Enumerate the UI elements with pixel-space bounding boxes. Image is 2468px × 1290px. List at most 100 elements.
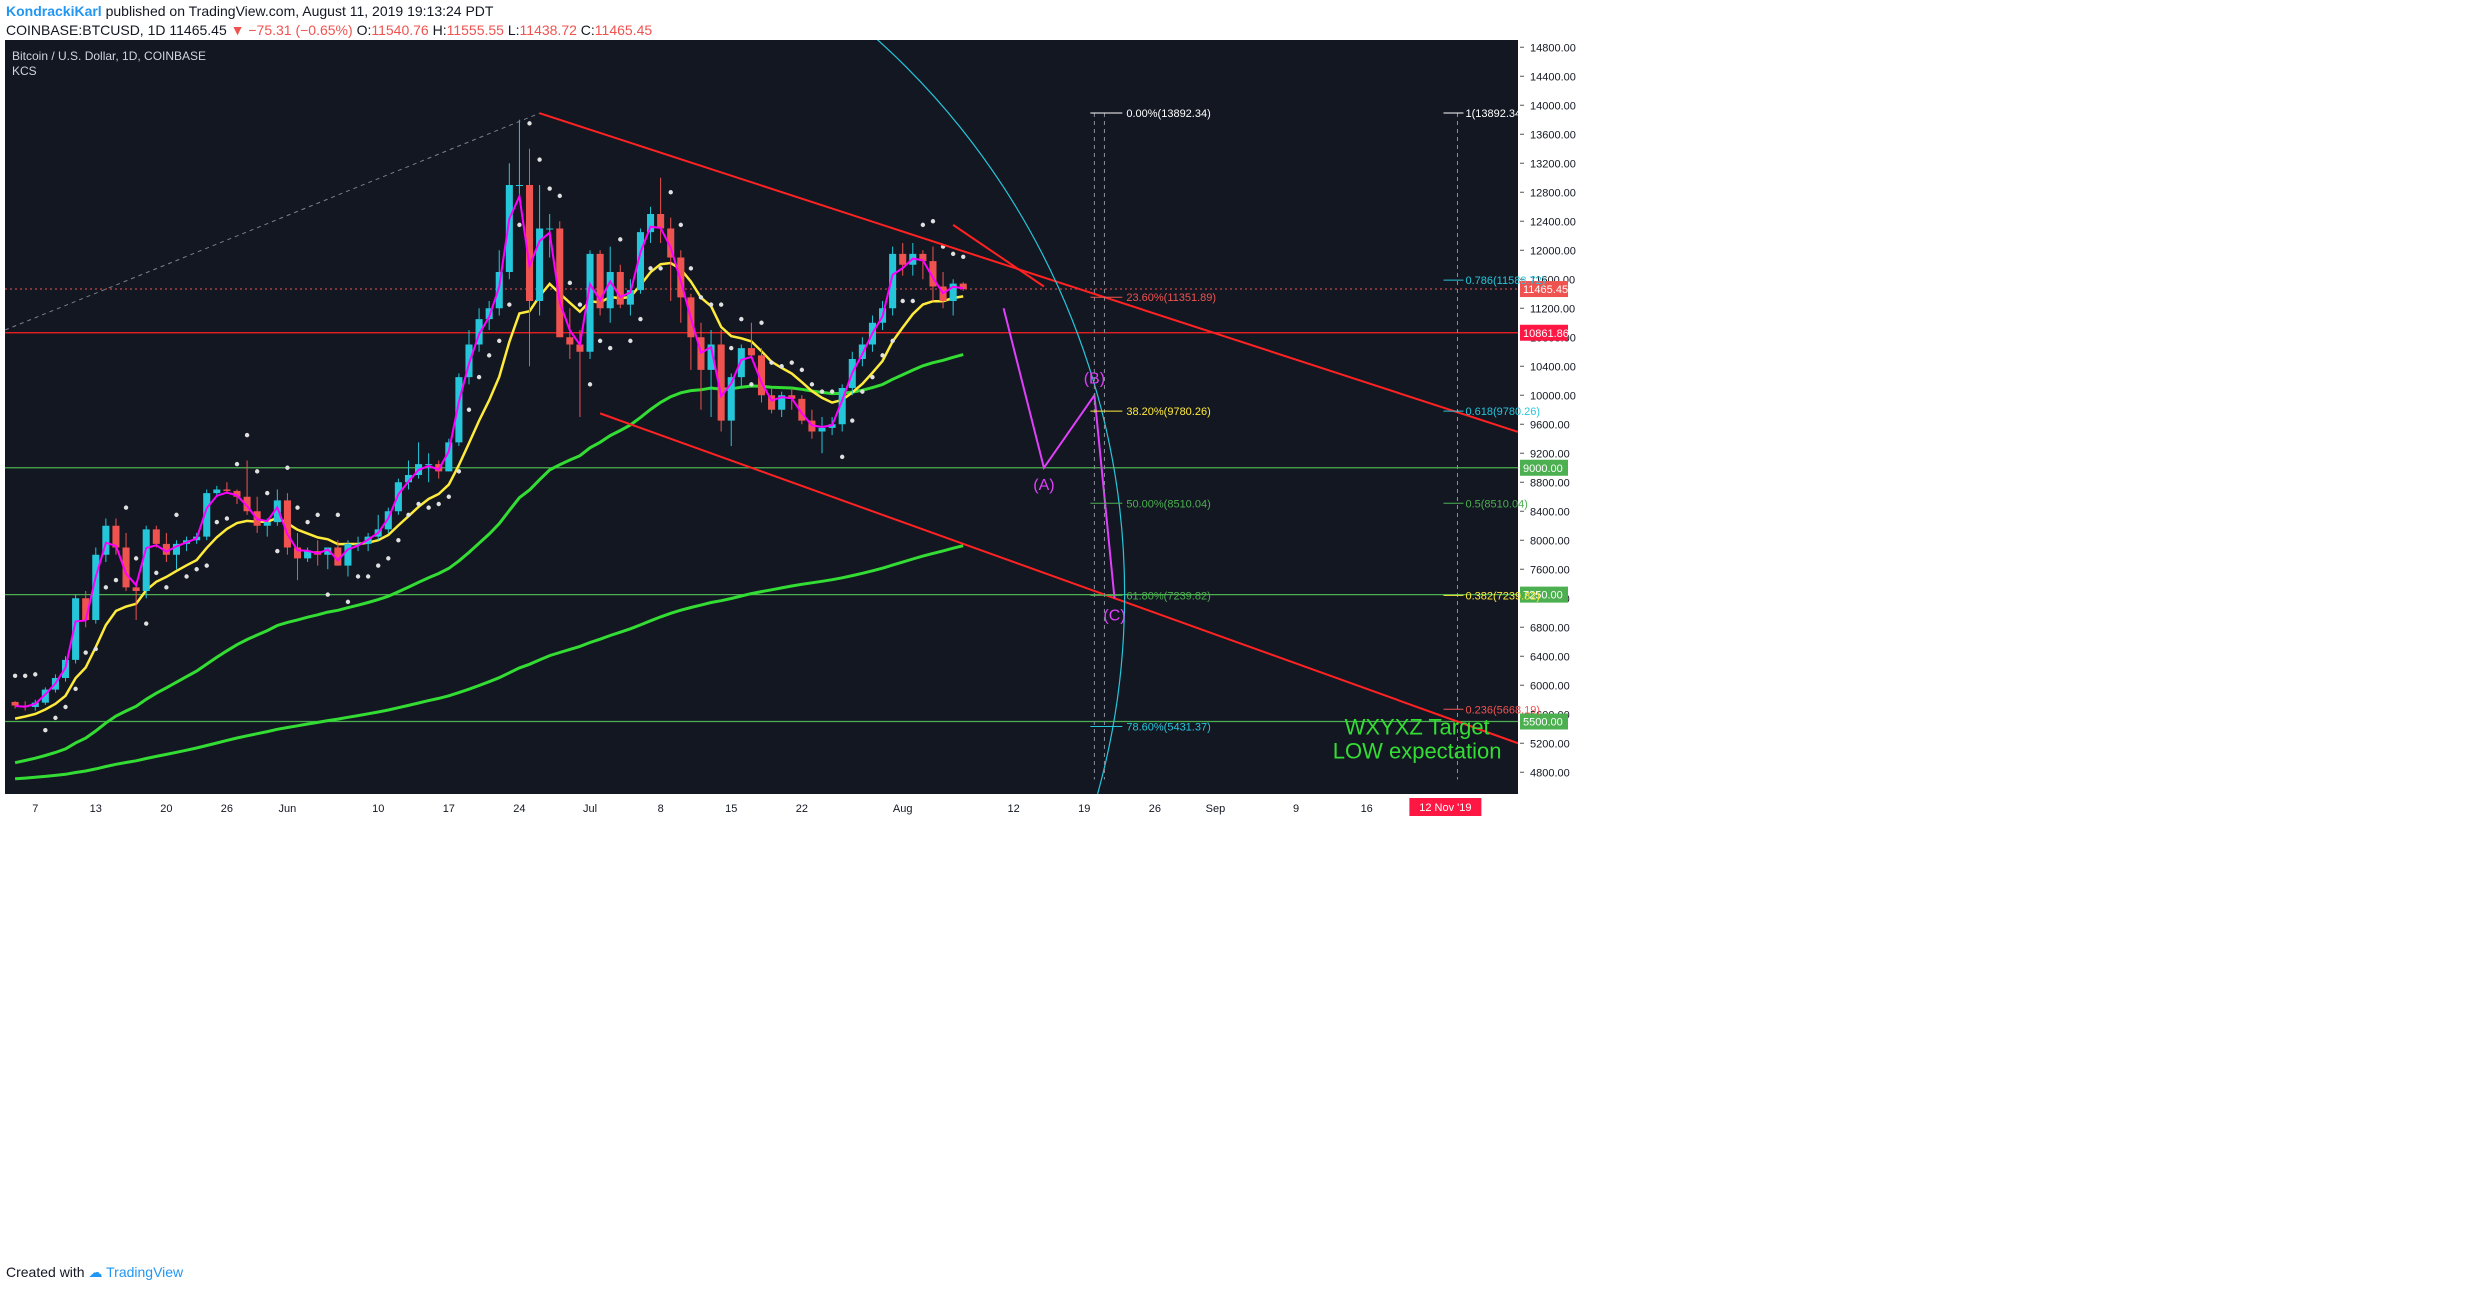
sar-dot bbox=[396, 538, 401, 543]
candle-body bbox=[727, 377, 735, 421]
candle-body bbox=[223, 489, 231, 491]
horizontal-level-badge bbox=[1520, 324, 1568, 341]
chart-title: Bitcoin / U.S. Dollar, 1D, COINBASE bbox=[12, 49, 206, 63]
sar-dot bbox=[154, 570, 159, 576]
sar-dot bbox=[305, 519, 310, 525]
y-axis-panel bbox=[1520, 40, 1568, 794]
ohlc-low-label: L: bbox=[507, 22, 520, 38]
fib-level-label: 38.20%(9780.26) bbox=[1126, 406, 1210, 418]
ema-short-line bbox=[15, 192, 964, 708]
current-price-badge bbox=[1520, 281, 1568, 298]
sar-dot bbox=[860, 389, 865, 394]
sar-dot bbox=[829, 389, 835, 394]
sar-dot bbox=[386, 556, 391, 561]
candle-body bbox=[768, 395, 776, 410]
candle-body bbox=[344, 543, 352, 566]
sar-dot bbox=[668, 190, 673, 195]
y-tick-label: 13600.00 bbox=[1530, 129, 1576, 141]
sar-dot bbox=[365, 574, 371, 579]
sar-dot bbox=[850, 418, 855, 423]
candle-body bbox=[525, 185, 534, 301]
sar-dot bbox=[204, 563, 209, 568]
sar-dot bbox=[688, 266, 694, 271]
candle-body bbox=[667, 228, 675, 258]
ohlc-open-label: O: bbox=[356, 22, 372, 38]
sar-dot bbox=[587, 382, 593, 387]
candle-body bbox=[586, 253, 594, 352]
sar-dot bbox=[244, 432, 250, 438]
candle-body bbox=[102, 525, 110, 555]
y-tick-label: 6400.00 bbox=[1530, 651, 1570, 663]
horizontal-level-badge bbox=[1520, 586, 1568, 603]
candle-body bbox=[596, 253, 604, 309]
sar-dot bbox=[144, 621, 149, 626]
sar-dot bbox=[184, 574, 189, 579]
horizontal-level-label: 7250.00 bbox=[1523, 590, 1563, 602]
candle-body bbox=[556, 228, 564, 338]
sar-dot bbox=[315, 512, 320, 518]
sar-dot bbox=[819, 389, 825, 394]
candle-body bbox=[233, 490, 241, 497]
candle-body bbox=[82, 598, 90, 620]
wave-label: (C) bbox=[1103, 607, 1125, 624]
sar-dot bbox=[22, 673, 28, 679]
candle-body bbox=[475, 319, 483, 345]
candle-body bbox=[92, 554, 100, 620]
fib-ext-label: 0.786(11588.72) bbox=[1465, 275, 1545, 287]
candle-body bbox=[455, 377, 463, 443]
sar-dot bbox=[426, 505, 431, 510]
x-tick-label: 10 bbox=[372, 803, 384, 815]
candle-body bbox=[132, 587, 140, 591]
y-tick-label: 9600.00 bbox=[1530, 419, 1570, 431]
candle-body bbox=[929, 261, 937, 287]
sar-dot bbox=[537, 157, 542, 162]
x-tick-label: 13 bbox=[90, 803, 102, 815]
sar-dot bbox=[164, 585, 169, 590]
sar-dot bbox=[950, 251, 956, 257]
candle-body bbox=[647, 214, 655, 233]
plot-layer: (A)(B)(C) bbox=[5, 40, 1518, 794]
footer: Created with ☁ TradingView bbox=[6, 1264, 183, 1281]
x-tick-label: 12 bbox=[1008, 803, 1020, 815]
sar-dot bbox=[638, 316, 643, 322]
sar-dot bbox=[749, 382, 754, 387]
y-tick-label: 11200.00 bbox=[1530, 303, 1575, 315]
x-highlight-badge bbox=[1409, 798, 1482, 816]
sar-dot bbox=[295, 505, 300, 510]
candle-body bbox=[626, 290, 634, 305]
fib-level-label: 23.60%(11351.89) bbox=[1126, 292, 1216, 304]
sar-dot bbox=[133, 556, 139, 561]
horizontal-level-label: 9000.00 bbox=[1523, 463, 1563, 475]
candle-body bbox=[919, 253, 927, 262]
candle-body bbox=[41, 689, 49, 703]
y-tick-label: 14000.00 bbox=[1530, 100, 1576, 112]
ohlc-open: 11540.76 bbox=[371, 22, 429, 38]
sar-dot bbox=[910, 298, 915, 304]
candle-body bbox=[273, 500, 281, 523]
candle-body bbox=[334, 547, 342, 566]
y-tick-label: 6000.00 bbox=[1530, 680, 1570, 692]
y-tick-label: 13200.00 bbox=[1530, 158, 1576, 170]
sar-dot bbox=[618, 237, 623, 242]
candle-body bbox=[172, 543, 181, 555]
sar-dot bbox=[557, 193, 562, 199]
x-tick-label: 15 bbox=[725, 803, 737, 815]
candle-body bbox=[515, 185, 523, 186]
candle-body bbox=[293, 547, 302, 559]
tradingview-brand[interactable]: TradingView bbox=[106, 1264, 184, 1280]
sar-dot bbox=[355, 574, 361, 579]
author-link[interactable]: KondrackiKarl bbox=[6, 3, 102, 19]
x-tick-label: 24 bbox=[513, 803, 525, 815]
y-tick-label: 12000.00 bbox=[1530, 245, 1576, 257]
sar-dot bbox=[729, 345, 734, 351]
wave-label: (A) bbox=[1033, 477, 1054, 494]
sar-dot bbox=[376, 563, 381, 568]
candle-body bbox=[72, 598, 80, 660]
sar-dot bbox=[739, 316, 744, 322]
candle-body bbox=[122, 547, 130, 588]
ma-50-line bbox=[14, 353, 964, 765]
candle-body bbox=[354, 543, 362, 545]
sar-dot bbox=[799, 367, 805, 373]
sar-dot bbox=[103, 585, 109, 590]
price-chart[interactable]: (A)(B)(C)Bitcoin / U.S. Dollar, 1D, COIN… bbox=[0, 40, 2468, 1255]
